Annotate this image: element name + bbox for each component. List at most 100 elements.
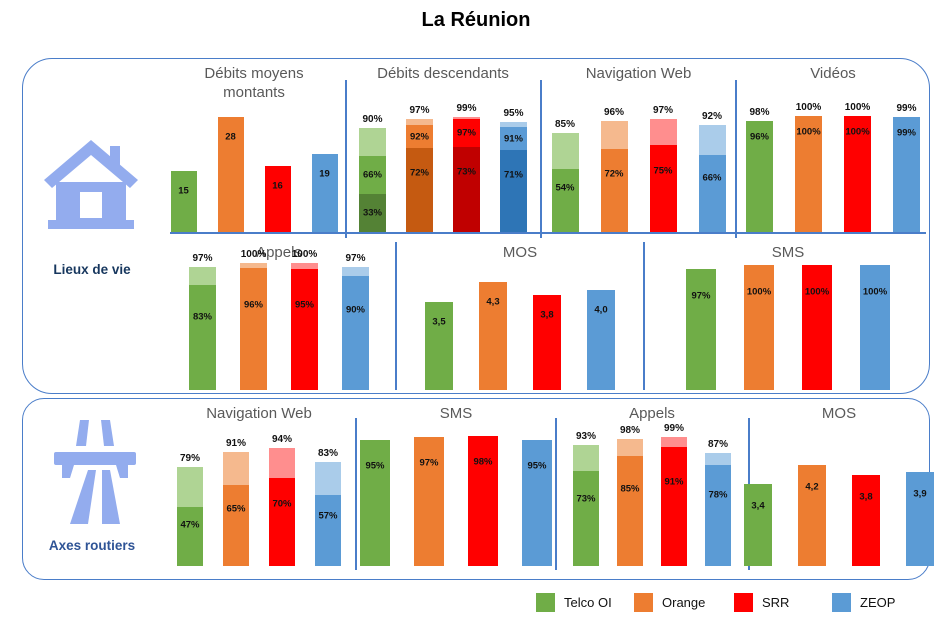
bar-value-label: 4,0 xyxy=(594,304,608,316)
bar-segment-main: 65% xyxy=(223,484,249,566)
bar-rect-orange: 65% xyxy=(223,452,249,566)
bar-zeop: 87% 78% xyxy=(705,439,731,566)
bar-segment-light xyxy=(573,445,599,471)
bar-zeop: 83% 57% xyxy=(315,448,341,566)
chart-title: Navigation Web xyxy=(585,65,692,82)
bars-lv-mos: 3,5 4,3 3,8 4,0 xyxy=(400,282,640,390)
chart-lv-sms: SMS 97% 100% 100% 100% xyxy=(650,243,926,390)
chart-title: MOS xyxy=(821,405,857,422)
bar-rect-srr: 98% xyxy=(468,436,498,566)
bar-telco-oi: 97% 83% xyxy=(189,253,216,390)
chart-title: Navigation Web xyxy=(206,405,312,422)
bar-telco-oi: 79% 47% xyxy=(177,453,203,566)
chart-lv-mos: MOS 3,5 4,3 3,8 4,0 xyxy=(400,243,640,390)
bar-rect-srr: 100% xyxy=(802,265,832,390)
bar-segment-main: 70% xyxy=(269,478,295,566)
bar-segment-main: 91% xyxy=(661,447,687,566)
bar-zeop: 97% 90% xyxy=(342,253,369,390)
bar-segment-main: 66% xyxy=(698,155,726,232)
bar-value-label: 95% xyxy=(365,460,385,472)
bar-total-label: 98% xyxy=(749,107,770,118)
bar-value-label: 75% xyxy=(653,165,673,177)
divider xyxy=(355,418,357,570)
bar-total-label: 100% xyxy=(240,249,267,260)
legend-label: Telco OI xyxy=(564,594,612,610)
section-label-axes-routiers: Axes routiers xyxy=(48,538,136,553)
bar-orange: 91% 65% xyxy=(223,438,249,566)
legend-item-srr: SRR xyxy=(734,591,789,613)
bar-segment-light xyxy=(406,119,433,125)
bar-segment-light xyxy=(240,263,267,269)
bar-rect-orange: 28 xyxy=(217,117,244,232)
chart-title: Appels xyxy=(256,244,302,261)
bar-segment-light xyxy=(600,121,628,149)
bar-total-label: 97% xyxy=(409,105,430,116)
bar-rect-srr: 3,8 xyxy=(852,475,880,566)
bar-segment-main: 75% xyxy=(649,144,677,232)
bar-rect-orange: 100% xyxy=(744,265,774,390)
bars-lv-videos: 98% 96% 100% 100% 100% 100% 99% 99% xyxy=(740,102,926,232)
bar-rect-zeop: 4,0 xyxy=(587,290,615,390)
bar-value-label: 54% xyxy=(555,182,575,194)
bar-total-label: 93% xyxy=(575,431,596,442)
bar-value-label: 3,8 xyxy=(859,491,873,503)
bar-srr: 100% 95% xyxy=(291,249,318,390)
bar-total-label: 99% xyxy=(456,103,477,114)
bar-value-label: 66% xyxy=(362,169,383,181)
bar-rect-telco-oi: 96% xyxy=(746,121,773,232)
bar-srr: 100% xyxy=(802,265,832,390)
bar-zeop: 4,0 xyxy=(587,290,615,390)
bar-value-label: 91% xyxy=(503,133,524,145)
bar-zeop: 3,9 xyxy=(906,472,934,566)
bar-value-label: 71% xyxy=(503,169,524,181)
bar-value-label: 83% xyxy=(192,311,213,323)
bar-segment-main: 92% xyxy=(406,124,433,148)
bar-segment-light xyxy=(661,437,687,448)
bar-rect-srr: 95% xyxy=(291,263,318,390)
bar-rect-zeop: 100% xyxy=(860,265,890,390)
bars-lv-debits-montants: 15 28 16 19 xyxy=(166,117,342,232)
bar-segment-light xyxy=(617,439,643,456)
bar-rect-srr: 70% xyxy=(269,448,295,566)
bars-ar-mos: 3,4 4,2 3,8 3,9 xyxy=(744,465,934,566)
chart-title: SMS xyxy=(771,244,805,261)
bar-value-label: 95% xyxy=(294,299,315,311)
bar-total-label: 87% xyxy=(707,439,728,450)
bar-segment-main: 47% xyxy=(177,507,203,566)
bar-telco-oi: 97% xyxy=(686,269,716,390)
bar-rect-orange: 92% 72% xyxy=(406,119,433,232)
legend-swatch-srr xyxy=(734,592,753,612)
bar-rect-orange: 100% xyxy=(795,116,822,232)
bar-rect-zeop: 66% xyxy=(698,125,726,232)
bar-segment-main: 73% xyxy=(573,471,599,566)
bar-total-label: 99% xyxy=(663,423,684,434)
bar-rect-zeop: 3,9 xyxy=(906,472,934,566)
bar-total-label: 100% xyxy=(795,102,822,113)
bar-rect-telco-oi: 54% xyxy=(551,133,579,232)
bar-segment-main: 72% xyxy=(600,148,628,232)
bar-value-label: 70% xyxy=(272,498,292,510)
bar-total-label: 97% xyxy=(652,105,673,116)
bar-segment-light xyxy=(698,125,726,156)
bar-value-label: 96% xyxy=(243,299,264,311)
chart-title-line: Débits moyens xyxy=(204,65,304,82)
chart-title: Vidéos xyxy=(810,65,856,82)
chart-title-line: montants xyxy=(223,84,285,101)
bar-value-label: 90% xyxy=(345,304,366,316)
legend-label: SRR xyxy=(762,594,790,610)
bar-telco-oi: 3,4 xyxy=(744,484,772,566)
bars-lv-navigation-web: 85% 54% 96% 72% 97% 75% 92% 66% xyxy=(546,105,731,232)
bar-telco-oi: 85% 54% xyxy=(551,119,579,232)
bar-value-label: 100% xyxy=(796,126,821,138)
bar-telco-oi: 90% 66% 33% xyxy=(359,114,386,233)
divider xyxy=(540,80,542,238)
bar-orange: 100% xyxy=(744,265,774,390)
bar-orange: 4,2 xyxy=(798,465,826,566)
bar-segment-light xyxy=(453,117,480,120)
bar-segment-light xyxy=(705,453,731,465)
legend-item-zeop: ZEOP xyxy=(832,591,895,613)
divider xyxy=(643,242,645,390)
bar-rect-telco-oi: 97% xyxy=(686,269,716,390)
bar-value-label: 3,9 xyxy=(913,488,927,500)
bar-value-label: 91% xyxy=(664,476,684,488)
